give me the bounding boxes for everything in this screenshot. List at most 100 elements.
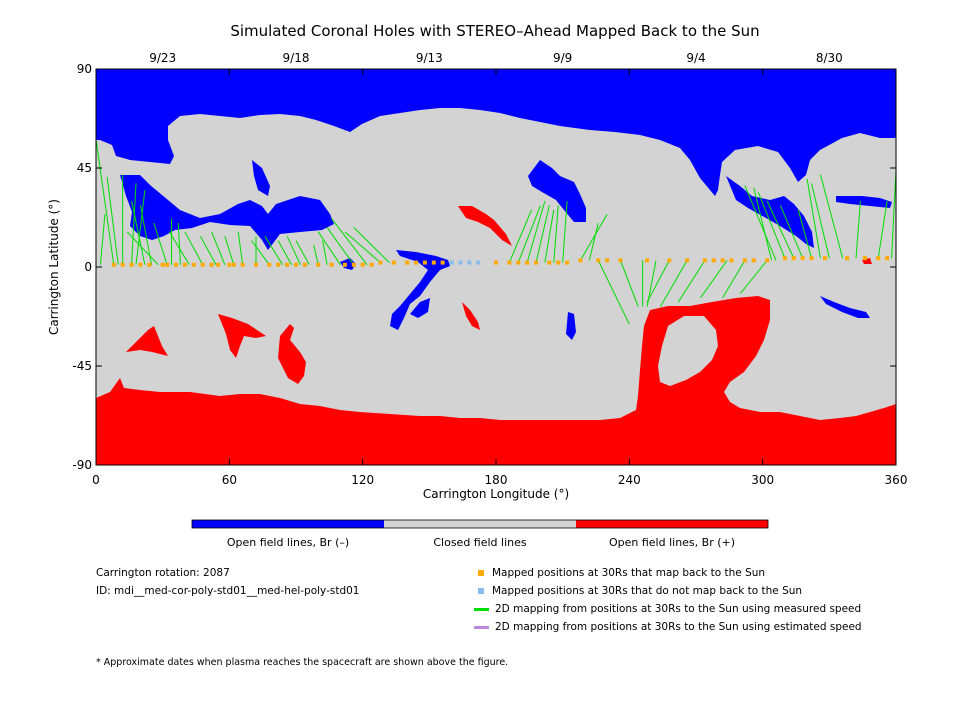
mapped-point bbox=[227, 262, 232, 267]
mapped-point bbox=[378, 260, 383, 265]
mapped-point bbox=[525, 260, 530, 265]
mapping-line bbox=[184, 231, 204, 266]
mapping-line bbox=[313, 244, 319, 265]
equatorial-coronal-hole-tail bbox=[410, 298, 430, 318]
mapping-line bbox=[535, 205, 550, 263]
y-tick-label: -90 bbox=[72, 458, 92, 472]
mapped-point bbox=[147, 262, 152, 267]
top-date-label: 9/23 bbox=[149, 51, 176, 65]
mapped-point bbox=[360, 262, 365, 267]
mapped-point bbox=[267, 262, 272, 267]
model-id: ID: mdi__med-cor-poly-std01__med-hel-pol… bbox=[96, 585, 360, 597]
mapped-point bbox=[440, 260, 445, 265]
mapped-point bbox=[120, 262, 125, 267]
colorbar-label-closed: Closed field lines bbox=[433, 536, 527, 549]
mapping-line bbox=[811, 183, 830, 259]
mapping-line bbox=[779, 205, 804, 259]
mapping-line bbox=[517, 205, 541, 263]
unmapped-point bbox=[458, 260, 463, 265]
purple-line-icon bbox=[474, 625, 489, 629]
equatorial-coronal-hole-west bbox=[390, 250, 450, 330]
mapping-line bbox=[806, 178, 821, 259]
mapped-point bbox=[165, 262, 170, 267]
carrington-rotation: Carrington rotation: 2087 bbox=[96, 567, 230, 579]
mapped-point bbox=[667, 258, 672, 263]
mapped-point bbox=[351, 262, 356, 267]
mapping-line bbox=[211, 231, 226, 265]
orange-square-icon bbox=[478, 570, 484, 576]
mapped-point bbox=[765, 258, 770, 263]
mapped-point bbox=[645, 258, 650, 263]
mapping-line bbox=[135, 189, 146, 265]
mapping-line bbox=[326, 227, 355, 266]
mapped-point bbox=[294, 262, 298, 267]
mapped-point bbox=[329, 262, 334, 267]
colorbar-closed bbox=[384, 520, 576, 528]
mapping-line bbox=[99, 214, 106, 265]
mapped-point bbox=[422, 260, 427, 265]
y-axis-label: Carrington Latitude (°) bbox=[47, 199, 61, 335]
mapping-line bbox=[277, 240, 292, 266]
mapped-point bbox=[342, 262, 347, 267]
mapped-point bbox=[216, 262, 221, 267]
y-tick-label: 90 bbox=[77, 62, 92, 76]
mapped-point bbox=[711, 258, 716, 263]
mapped-point bbox=[209, 262, 214, 267]
mapping-line bbox=[344, 231, 381, 263]
mapped-point bbox=[782, 256, 787, 261]
top-date-label: 9/9 bbox=[553, 51, 572, 65]
mapping-line bbox=[237, 231, 244, 265]
mapped-point bbox=[751, 258, 756, 263]
mapping-line bbox=[553, 205, 559, 263]
mapped-point bbox=[791, 256, 796, 261]
mapped-point bbox=[720, 258, 725, 263]
closed-island-south bbox=[658, 316, 718, 386]
top-date-label: 9/13 bbox=[416, 51, 443, 65]
coronal-hole-map: Simulated Coronal Holes with STEREO–Ahea… bbox=[47, 22, 907, 549]
mapped-point bbox=[578, 258, 583, 263]
mapping-line bbox=[295, 240, 310, 266]
mapped-points bbox=[111, 256, 890, 267]
mapping-line bbox=[757, 192, 786, 259]
mapping-line bbox=[740, 260, 768, 294]
mapped-point bbox=[507, 260, 512, 265]
mapped-point bbox=[431, 260, 436, 265]
x-tick-label: 300 bbox=[751, 473, 774, 487]
mapping-line bbox=[544, 209, 555, 263]
plot-area bbox=[96, 69, 896, 465]
mapping-line bbox=[677, 260, 706, 303]
x-tick-label: 180 bbox=[485, 473, 508, 487]
mapped-point bbox=[414, 260, 418, 265]
top-date-label: 9/18 bbox=[283, 51, 310, 65]
mapped-point bbox=[876, 256, 881, 261]
x-tick-label: 240 bbox=[618, 473, 641, 487]
mapped-point bbox=[191, 262, 196, 267]
mapped-point bbox=[129, 262, 134, 267]
mapped-point bbox=[405, 260, 410, 265]
mapped-point bbox=[845, 256, 850, 261]
mapped-point bbox=[685, 258, 690, 263]
mapping-line bbox=[766, 200, 795, 259]
y-tick-label: 0 bbox=[84, 260, 92, 274]
top-date-label: 9/4 bbox=[686, 51, 705, 65]
x-axis-label: Carrington Longitude (°) bbox=[423, 487, 569, 501]
mapping-line bbox=[168, 231, 190, 266]
y-axis: 90 45 0 -45 -90 bbox=[72, 62, 896, 472]
north-strip-340 bbox=[836, 196, 892, 208]
mapping-line bbox=[891, 170, 896, 259]
mapping-line bbox=[877, 200, 888, 259]
legend-measured: 2D mapping from positions at 30Rs to the… bbox=[474, 603, 861, 615]
mapping-line bbox=[177, 222, 181, 265]
mapping-line bbox=[131, 183, 137, 265]
positive-hole-1 bbox=[126, 326, 168, 356]
mapping-line bbox=[251, 240, 270, 266]
mapped-point bbox=[800, 256, 805, 261]
mapping-line bbox=[744, 185, 777, 261]
mapped-point bbox=[556, 260, 561, 265]
top-date-label: 8/30 bbox=[816, 51, 843, 65]
mapped-point bbox=[742, 258, 747, 263]
mapping-line bbox=[322, 240, 328, 265]
y-tick-label: 45 bbox=[77, 161, 92, 175]
mapped-point bbox=[182, 262, 187, 267]
mapped-point bbox=[316, 262, 321, 267]
